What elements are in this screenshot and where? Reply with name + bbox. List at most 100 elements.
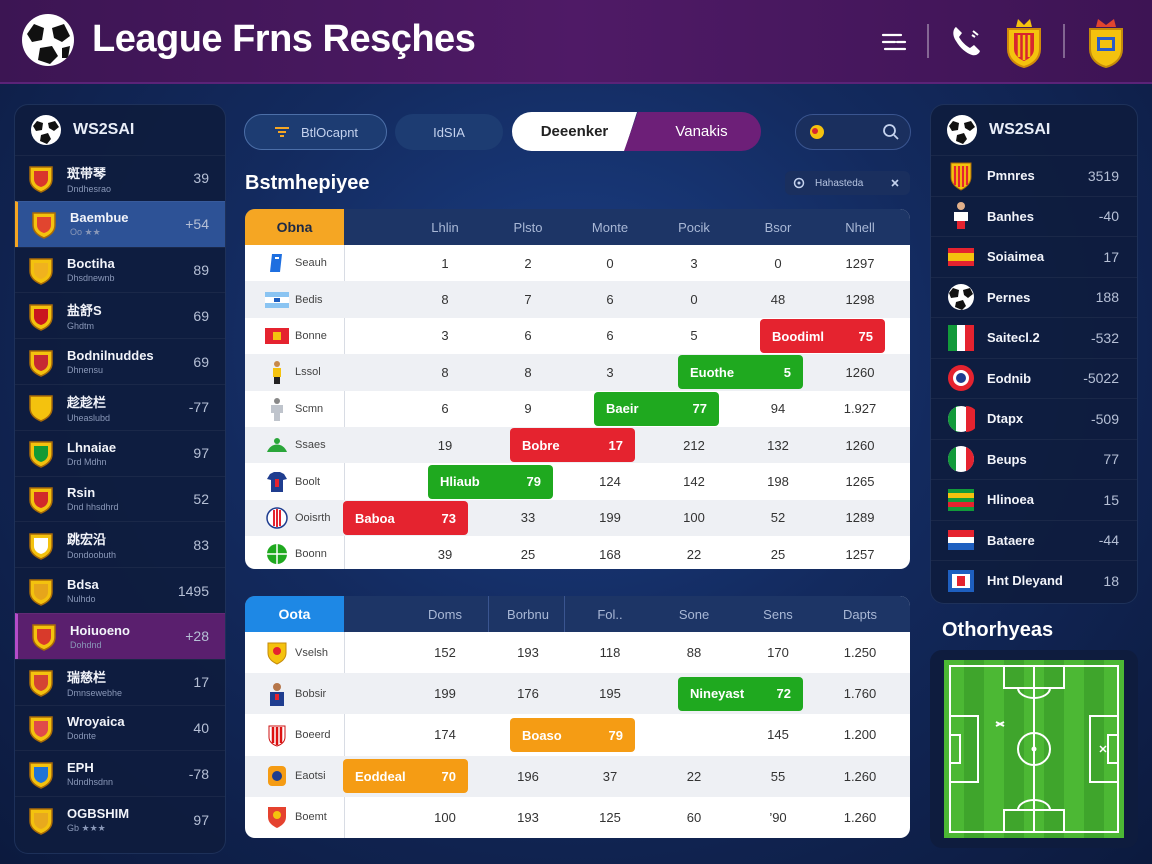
table-cell: 7 [524, 292, 532, 308]
team-crest-icon [27, 759, 55, 789]
table-row[interactable]: Bonne 3 6 6 5 [245, 318, 910, 354]
column-header[interactable]: Sone [678, 606, 710, 622]
team-list-item[interactable]: EPH Ndndhsdnn -78 [15, 750, 225, 796]
table-row[interactable]: Bobsir 199 176 195 1.760 [245, 673, 910, 715]
team-list-item[interactable]: Baembue Oo ★★ +54 [15, 200, 225, 247]
highlight-badge[interactable]: Bobre 17 [510, 428, 635, 463]
filter-pill-2-label: IdSIA [433, 124, 465, 140]
team-list-item[interactable]: 盐舒S Ghdtm 69 [15, 292, 225, 338]
filter-chip[interactable]: Hahasteda [785, 171, 910, 195]
column-header[interactable]: Monte [591, 219, 629, 235]
segment-active[interactable]: Deeenker [512, 112, 637, 151]
team-crest-icon [27, 530, 55, 560]
column-header[interactable]: Bsor [764, 219, 792, 235]
table-cell: 39 [437, 546, 453, 562]
tab-obna[interactable]: Obna [245, 209, 344, 245]
filter-pill-2[interactable]: IdSIA [395, 114, 503, 150]
crest-badge-icon[interactable] [1084, 16, 1128, 70]
column-header[interactable]: Doms [428, 606, 462, 622]
table-row[interactable]: Boemt 100 193 125 60 ’90 1.260 [245, 797, 910, 838]
team-crest-icon [27, 301, 55, 331]
highlight-badge[interactable]: Boaso 79 [510, 718, 635, 752]
table-row[interactable]: Vselsh 152 193 118 88 170 1.250 [245, 632, 910, 673]
table-cell: 0 [774, 255, 782, 271]
ranking-item[interactable]: Saitecl.2 -532 [931, 317, 1137, 358]
close-icon[interactable] [890, 178, 900, 188]
table-cell: 22 [686, 768, 702, 784]
ranking-name: Bataere [987, 532, 1035, 548]
team-list-item[interactable]: Bodnilnuddes Dhnensu 69 [15, 338, 225, 384]
view-toggle[interactable]: Deeenker Vanakis [512, 112, 761, 151]
team-list-item[interactable]: Rsin Dnd hhsdhrd 52 [15, 475, 225, 522]
ranking-item[interactable]: Soiaimea 17 [931, 236, 1137, 277]
highlight-badge[interactable]: Hliaub 79 [428, 464, 553, 499]
team-list-item[interactable]: Wroyaica Dodnte 40 [15, 704, 225, 751]
ranking-item[interactable]: Banhes -40 [931, 195, 1137, 237]
flag-italy2-icon [947, 404, 975, 434]
table-row[interactable]: Seauh 1 2 0 3 0 1297 [245, 245, 910, 281]
team-sub: Dondoobuth [67, 550, 117, 561]
column-header[interactable]: Fol.. [597, 606, 623, 622]
table-cell: 1257 [845, 546, 875, 562]
team-list-item[interactable]: Bdsa Nulhdo 1495 [15, 567, 225, 613]
search-box[interactable] [795, 114, 911, 150]
team-list-item[interactable]: 瑞慈栏 Dmnsewebhe 17 [15, 658, 225, 705]
ranking-item[interactable]: Pernes 188 [931, 276, 1137, 318]
team-list-item[interactable]: Lhnaiae Drd Mdhn 97 [15, 429, 225, 476]
table-row[interactable]: Bedis 8 7 6 0 48 1298 [245, 281, 910, 318]
column-header[interactable]: Borbnu [507, 606, 549, 622]
highlight-badge[interactable]: Baeir 77 [594, 391, 719, 426]
table-cell: 3 [690, 255, 698, 271]
column-header[interactable]: Pocik [678, 219, 710, 235]
team-list-item[interactable]: OGBSHIM Gb ★★★ 97 [15, 796, 225, 842]
ranking-name: Hnt Dleyand [987, 573, 1063, 589]
table-row[interactable]: Scmn 6 9 94 1.927 [245, 391, 910, 427]
team-list-item[interactable]: Boctiha Dhsdnewnb 89 [15, 246, 225, 293]
tab-oota[interactable]: Oota [245, 596, 344, 632]
filter-pill-1[interactable]: BtlOcapnt [244, 114, 387, 150]
team-name: Boctiha [67, 256, 115, 272]
player-green-icon [265, 433, 289, 457]
table-row[interactable]: Boolt 124 142 198 1265 [245, 463, 910, 499]
team-list-item[interactable]: 趁趁栏 Uheaslubd -77 [15, 383, 225, 430]
column-header[interactable]: Dapts [843, 606, 877, 622]
team-value: 97 [193, 445, 209, 462]
menu-icon[interactable] [880, 16, 908, 66]
column-header[interactable]: Nhell [845, 219, 875, 235]
row-name: Ssaes [295, 439, 326, 452]
team-value: 69 [193, 307, 209, 324]
segment-inactive[interactable]: Vanakis [624, 112, 761, 151]
phone-icon[interactable] [946, 16, 986, 66]
ranking-item[interactable]: Hnt Dleyand 18 [931, 560, 1137, 601]
table-row[interactable]: Boeerd1747251451.200 [245, 714, 910, 755]
column-header[interactable]: Lhlin [431, 219, 459, 235]
team-list-item[interactable]: 跳宏沿 Dondoobuth 83 [15, 521, 225, 567]
ranking-item[interactable]: Eodnib -5022 [931, 357, 1137, 399]
column-header[interactable]: Sens [763, 606, 793, 622]
column-header[interactable]: Plsto [513, 219, 543, 235]
highlight-badge[interactable]: Eoddeal 70 [343, 759, 468, 794]
ranking-item[interactable]: Bataere -44 [931, 519, 1137, 561]
team-value: 52 [193, 490, 209, 507]
table-cell: 6 [524, 328, 532, 344]
team-value: 1495 [177, 582, 209, 599]
team-crest-icon [27, 347, 55, 377]
highlight-badge[interactable]: Boodiml 75 [760, 319, 885, 353]
table-row[interactable]: Lssol 8 8 3 1260 [245, 354, 910, 391]
highlight-badge[interactable]: Euothe 5 [678, 355, 803, 390]
table-row[interactable]: Boonn 39 25 168 22 25 1257 [245, 536, 910, 569]
highlight-badge[interactable]: Baboa 73 [343, 501, 468, 535]
team-list-item[interactable]: 斑带琴 Dndhesrao 39 [15, 155, 225, 201]
crest-icon[interactable] [1002, 16, 1046, 70]
flag-italy-icon [947, 323, 975, 353]
highlight-badge[interactable]: Nineyast 72 [678, 676, 803, 711]
search-icon[interactable] [882, 123, 900, 141]
ranking-item[interactable]: Beups 77 [931, 438, 1137, 480]
ranking-item[interactable]: Pmnres 3519 [931, 155, 1137, 196]
search-input[interactable] [830, 123, 876, 143]
team-list-item[interactable]: Hoiuoeno Dohdnd +28 [15, 612, 225, 659]
ranking-item[interactable]: Dtapx -509 [931, 398, 1137, 439]
ball-badge-icon [810, 125, 824, 139]
section-title: Bstmhepiyee [245, 172, 370, 194]
ranking-item[interactable]: Hlinoea 15 [931, 479, 1137, 520]
